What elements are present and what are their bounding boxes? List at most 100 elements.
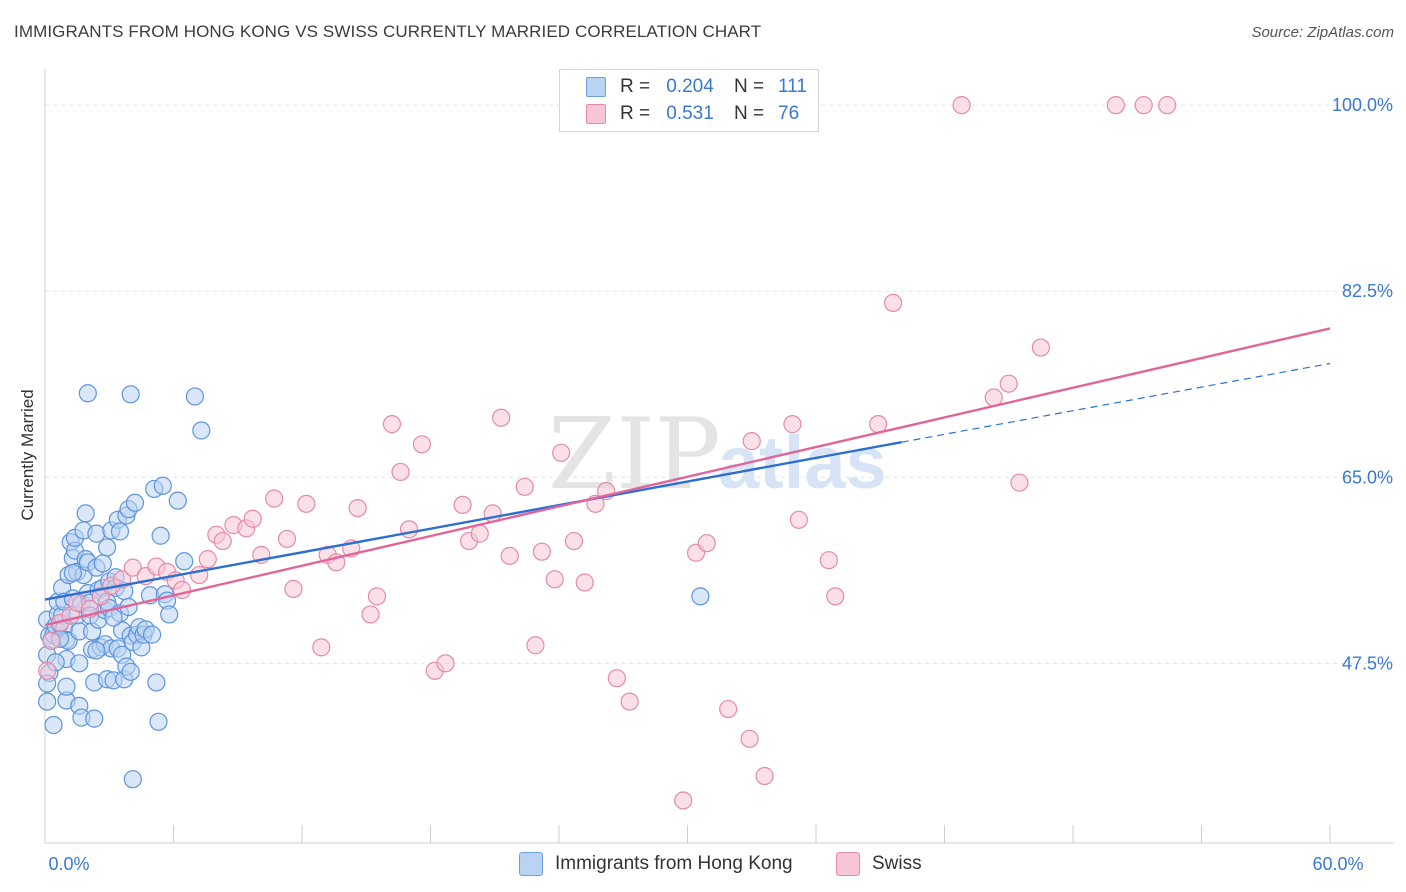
point-hong-kong [87,641,106,660]
point-swiss [500,546,519,566]
point-swiss [243,509,262,528]
legend-r-value: 0.531 [666,103,714,124]
legend-r-value: 0.204 [666,76,714,97]
legend-row-hong-kong: R = 0.204 N = 111 [586,75,807,99]
point-swiss [348,498,367,518]
point-hong-kong [121,385,140,404]
legend-n-value: 76 [778,103,800,124]
point-hong-kong [44,715,63,735]
point-swiss [674,791,693,810]
point-swiss [391,462,410,482]
point-hong-kong [78,384,97,403]
point-swiss [38,661,57,680]
y-tick-label: 47.5% [1342,653,1393,673]
point-swiss [453,495,472,515]
watermark-atlas: atlas [718,421,887,504]
point-hong-kong [175,552,194,571]
point-swiss [564,531,584,551]
legend-r-label: R = [620,103,651,124]
point-swiss [1106,96,1125,115]
point-swiss [515,477,534,496]
point-swiss [297,494,316,513]
point-swiss [742,432,761,451]
point-swiss [952,96,971,115]
bottom-legend-label: Immigrants from Hong Kong [555,853,793,874]
point-swiss [1031,338,1050,357]
point-swiss [755,766,774,786]
source-credit: Source: ZipAtlas.com [1251,24,1394,41]
point-swiss [312,638,331,657]
point-swiss [869,415,888,434]
point-hong-kong [98,538,117,557]
point-swiss [883,293,903,313]
bottom-legend-swatch-blue [519,852,543,876]
point-swiss [545,570,564,589]
y-tick-label: 82.5% [1342,281,1393,301]
point-hong-kong [691,587,710,606]
point-swiss [412,435,432,454]
trend-line-swiss [44,327,1331,627]
point-swiss [367,587,387,606]
tick-labels: 100.0% 82.5% 65.0% 47.5% 0.0% 60.0% [48,95,1393,874]
point-hong-kong [63,563,82,583]
point-swiss [789,510,808,529]
point-swiss [526,636,545,655]
trend-line-hong-kong [44,440,902,601]
legend-swatch-blue [586,77,606,97]
legend-r-label: R = [620,76,651,97]
bottom-legend-swiss: Swiss [836,852,922,876]
point-swiss [552,443,571,462]
point-swiss [361,605,380,624]
point-swiss [620,692,639,711]
legend-n-value: 111 [778,76,807,97]
x-tick-label: 60.0% [1312,854,1363,874]
bottom-legend-hong-kong: Immigrants from Hong Kong [519,852,793,876]
point-hong-kong [153,476,172,495]
point-hong-kong [110,522,130,541]
point-hong-kong [123,770,142,789]
point-swiss [399,520,419,539]
point-swiss [1158,96,1177,115]
legend-n-label: N = [734,103,765,124]
x-tick-label: 0.0% [48,854,89,874]
point-swiss [719,699,738,719]
point-swiss [819,551,838,570]
point-swiss [277,529,297,549]
point-swiss [575,573,594,592]
point-swiss [382,415,402,434]
point-swiss [198,550,217,569]
y-tick-label: 100.0% [1332,95,1393,115]
point-swiss [42,631,61,651]
point-hong-kong [151,526,170,545]
chart-title: IMMIGRANTS FROM HONG KONG VS SWISS CURRE… [14,22,762,41]
point-swiss [1010,473,1029,492]
y-tick-label: 65.0% [1342,467,1393,487]
point-hong-kong [160,605,179,624]
point-hong-kong [57,677,76,696]
point-hong-kong [125,493,145,512]
point-hong-kong [87,524,106,543]
point-swiss [697,534,716,553]
point-hong-kong [192,421,211,440]
point-swiss [492,408,511,427]
point-hong-kong [149,712,168,731]
legend-row-swiss: R = 0.531 N = 76 [586,102,799,126]
trend-line-hong-kong-extension [901,362,1331,443]
point-swiss [436,654,455,673]
point-hong-kong [85,709,104,728]
watermark-zip: ZIP [548,398,721,512]
point-hong-kong [38,692,57,711]
point-hong-kong [70,654,89,673]
point-swiss [123,558,142,577]
bottom-legend-label: Swiss [872,853,922,874]
point-hong-kong [142,625,162,644]
watermark: ZIP atlas [548,398,887,512]
point-swiss [607,669,626,688]
point-swiss [999,374,1018,393]
axes [44,69,1394,844]
point-swiss [213,531,232,551]
series-swiss-points [38,96,1177,810]
correlation-legend: R = 0.204 N = 111 R = 0.531 N = 76 [559,69,819,132]
point-hong-kong [76,504,95,523]
